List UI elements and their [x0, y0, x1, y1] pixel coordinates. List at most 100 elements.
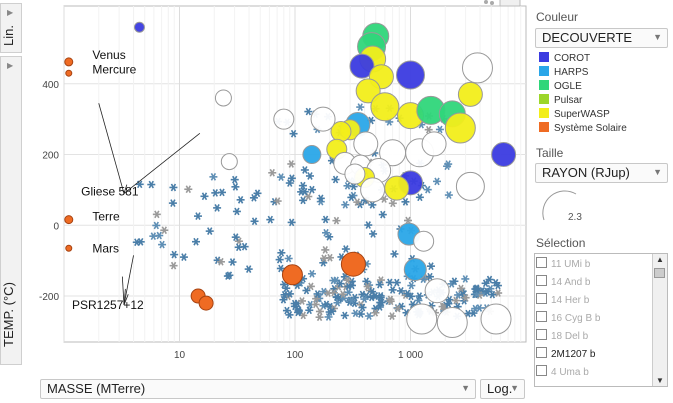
star-marker — [424, 125, 433, 134]
star-marker — [371, 308, 380, 317]
star-marker — [232, 207, 241, 216]
star-marker — [169, 183, 178, 192]
star-marker — [152, 210, 161, 219]
star-marker — [200, 192, 209, 201]
selection-item-label: 16 Cyg B b — [551, 313, 601, 324]
x-variable-select[interactable]: MASSE (MTerre) ▼ — [40, 379, 476, 399]
selection-item[interactable]: 4 Uma b — [536, 365, 652, 382]
size-select[interactable]: RAYON (RJup) ▼ — [535, 163, 668, 183]
star-marker — [321, 215, 330, 224]
legend-swatch — [539, 80, 549, 90]
star-marker — [179, 253, 188, 261]
expand-arrow-icon: ▶ — [7, 61, 14, 70]
planet-bubbles — [64, 21, 517, 339]
chevron-down-icon: ▼ — [653, 167, 662, 177]
selection-list[interactable]: ▲ ▼ — [534, 253, 668, 387]
legend-swatch — [539, 94, 549, 104]
star-marker — [388, 312, 397, 320]
checkbox[interactable] — [536, 275, 547, 286]
star-marker — [433, 177, 442, 186]
dots-icon — [484, 0, 488, 4]
y-scale-tab[interactable]: ▶ Lin. — [0, 3, 22, 53]
checkbox[interactable] — [536, 293, 547, 304]
checkbox[interactable] — [536, 311, 547, 322]
star-marker — [369, 230, 378, 238]
checkbox[interactable] — [536, 329, 547, 340]
scrollbar[interactable]: ▲ ▼ — [652, 254, 667, 386]
planet-bubble — [406, 303, 438, 335]
planet-bubble — [302, 145, 322, 165]
color-select[interactable]: DECOUVERTE ▼ — [535, 28, 668, 48]
star-marker — [331, 175, 340, 184]
star-marker — [228, 258, 237, 266]
selection-item[interactable]: 14 And b — [536, 275, 652, 292]
scroll-up-icon[interactable]: ▲ — [656, 255, 664, 264]
planet-bubble — [384, 175, 410, 201]
star-marker — [322, 228, 331, 237]
star-marker — [218, 188, 227, 197]
star-marker — [287, 160, 296, 168]
star-marker — [287, 218, 296, 227]
star-marker — [300, 187, 309, 196]
color-label: Couleur — [536, 10, 579, 24]
checkbox[interactable] — [536, 257, 547, 268]
legend-item: Système Solaire — [539, 122, 627, 135]
legend-swatch — [539, 108, 549, 118]
star-marker — [231, 182, 240, 191]
x-scale-select[interactable]: Log. ▼ — [480, 379, 525, 399]
x-scale-value: Log. — [487, 381, 513, 396]
solar-planet-neptune — [198, 295, 214, 311]
planet-bubble — [273, 108, 295, 130]
star-marker — [147, 180, 156, 189]
selection-item[interactable]: 14 Her b — [536, 293, 652, 310]
checkbox[interactable] — [536, 365, 547, 376]
planet-bubble — [444, 112, 476, 144]
star-marker — [321, 246, 330, 254]
selection-item[interactable]: 16 Cyg B b — [536, 311, 652, 328]
annotation-line — [98, 103, 125, 194]
star-marker — [329, 276, 338, 285]
selection-item-label: 11 UMi b — [551, 259, 591, 270]
planet-bubble — [457, 81, 483, 107]
star-marker — [300, 166, 309, 174]
size-label: Taille — [536, 146, 564, 160]
selection-item[interactable]: 18 Del b — [536, 329, 652, 346]
y-axis-tab[interactable]: ▶ TEMP. (°C) — [0, 56, 22, 365]
checkbox[interactable] — [536, 347, 547, 358]
star-marker — [320, 254, 329, 263]
star-marker — [344, 288, 353, 297]
star-marker — [451, 296, 460, 305]
star-marker — [193, 212, 202, 220]
planet-bubble — [461, 52, 493, 84]
planet-bubble — [421, 131, 447, 157]
star-marker — [315, 307, 324, 316]
star-marker — [211, 189, 220, 197]
star-marker — [234, 243, 243, 252]
star-marker — [168, 199, 177, 207]
solar-planet-mars — [65, 244, 73, 252]
chart-tool-icons[interactable] — [484, 0, 521, 7]
star-marker — [277, 248, 286, 257]
scroll-down-icon[interactable]: ▼ — [656, 376, 664, 385]
planet-bubble — [133, 21, 145, 33]
selection-item[interactable]: 2M1207 b — [536, 347, 652, 364]
star-marker — [266, 215, 275, 224]
star-marker — [341, 200, 350, 209]
star-marker — [375, 280, 384, 289]
star-marker — [438, 302, 447, 311]
chevron-down-icon: ▼ — [653, 32, 662, 42]
chevron-down-icon: ▼ — [461, 383, 470, 393]
star-marker — [213, 204, 222, 212]
annotation-line — [121, 276, 125, 305]
star-marker — [244, 265, 253, 273]
planet-bubble — [436, 307, 468, 339]
scroll-thumb[interactable] — [654, 268, 665, 278]
star-marker — [216, 257, 225, 266]
size-example-icon — [542, 190, 577, 221]
star-marker — [488, 290, 497, 299]
selection-item[interactable]: 11 UMi b — [536, 257, 652, 274]
star-marker — [444, 160, 453, 168]
star-marker — [356, 103, 365, 111]
size-example-value: 2.3 — [568, 212, 582, 223]
